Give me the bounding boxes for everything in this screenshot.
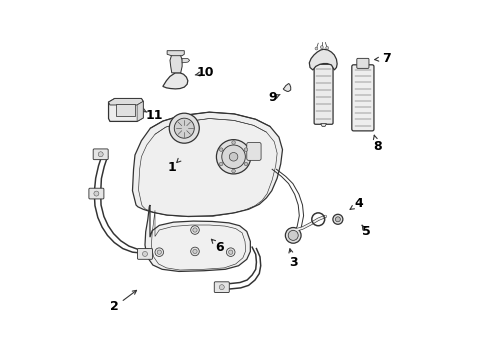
Text: 6: 6 xyxy=(216,241,224,255)
Circle shape xyxy=(191,247,199,256)
Circle shape xyxy=(333,214,343,224)
Circle shape xyxy=(193,249,197,253)
Text: 4: 4 xyxy=(355,197,364,210)
Text: 10: 10 xyxy=(197,66,215,79)
Polygon shape xyxy=(145,205,250,271)
Circle shape xyxy=(98,152,103,157)
FancyBboxPatch shape xyxy=(314,64,333,124)
Circle shape xyxy=(285,228,301,243)
Polygon shape xyxy=(163,73,188,89)
Circle shape xyxy=(157,250,161,254)
Circle shape xyxy=(232,141,235,144)
Text: 9: 9 xyxy=(269,91,277,104)
Circle shape xyxy=(229,153,238,161)
FancyBboxPatch shape xyxy=(247,143,261,160)
FancyBboxPatch shape xyxy=(93,149,108,159)
FancyBboxPatch shape xyxy=(89,188,104,199)
FancyBboxPatch shape xyxy=(352,65,374,131)
Text: 5: 5 xyxy=(362,225,371,238)
Circle shape xyxy=(220,148,223,152)
Polygon shape xyxy=(109,99,143,105)
FancyBboxPatch shape xyxy=(357,58,369,68)
Circle shape xyxy=(232,169,235,173)
Circle shape xyxy=(326,46,329,49)
Circle shape xyxy=(174,118,194,138)
Text: 1: 1 xyxy=(168,161,176,174)
Polygon shape xyxy=(109,99,143,121)
Text: 8: 8 xyxy=(373,140,382,153)
Text: 2: 2 xyxy=(110,300,119,313)
Circle shape xyxy=(220,285,224,290)
Circle shape xyxy=(315,47,318,50)
Text: 11: 11 xyxy=(145,109,163,122)
Text: 3: 3 xyxy=(289,256,297,269)
Circle shape xyxy=(228,250,233,254)
Polygon shape xyxy=(182,59,190,63)
Circle shape xyxy=(155,248,164,256)
Polygon shape xyxy=(137,102,143,121)
Circle shape xyxy=(191,226,199,234)
Polygon shape xyxy=(167,51,184,56)
Text: 7: 7 xyxy=(382,52,391,65)
Circle shape xyxy=(335,217,341,222)
Circle shape xyxy=(193,228,197,232)
Circle shape xyxy=(244,148,248,152)
FancyBboxPatch shape xyxy=(138,249,152,259)
Polygon shape xyxy=(116,104,135,116)
Circle shape xyxy=(288,230,298,240)
Circle shape xyxy=(220,162,223,166)
Circle shape xyxy=(94,191,99,196)
Polygon shape xyxy=(321,123,326,126)
Circle shape xyxy=(320,46,323,49)
FancyBboxPatch shape xyxy=(214,282,229,293)
Circle shape xyxy=(222,145,245,168)
Polygon shape xyxy=(283,84,291,91)
Circle shape xyxy=(217,140,251,174)
Circle shape xyxy=(169,113,199,143)
Circle shape xyxy=(143,251,147,256)
Polygon shape xyxy=(132,112,283,216)
Circle shape xyxy=(244,162,248,166)
Circle shape xyxy=(226,248,235,256)
Polygon shape xyxy=(309,49,337,70)
Polygon shape xyxy=(170,53,182,73)
